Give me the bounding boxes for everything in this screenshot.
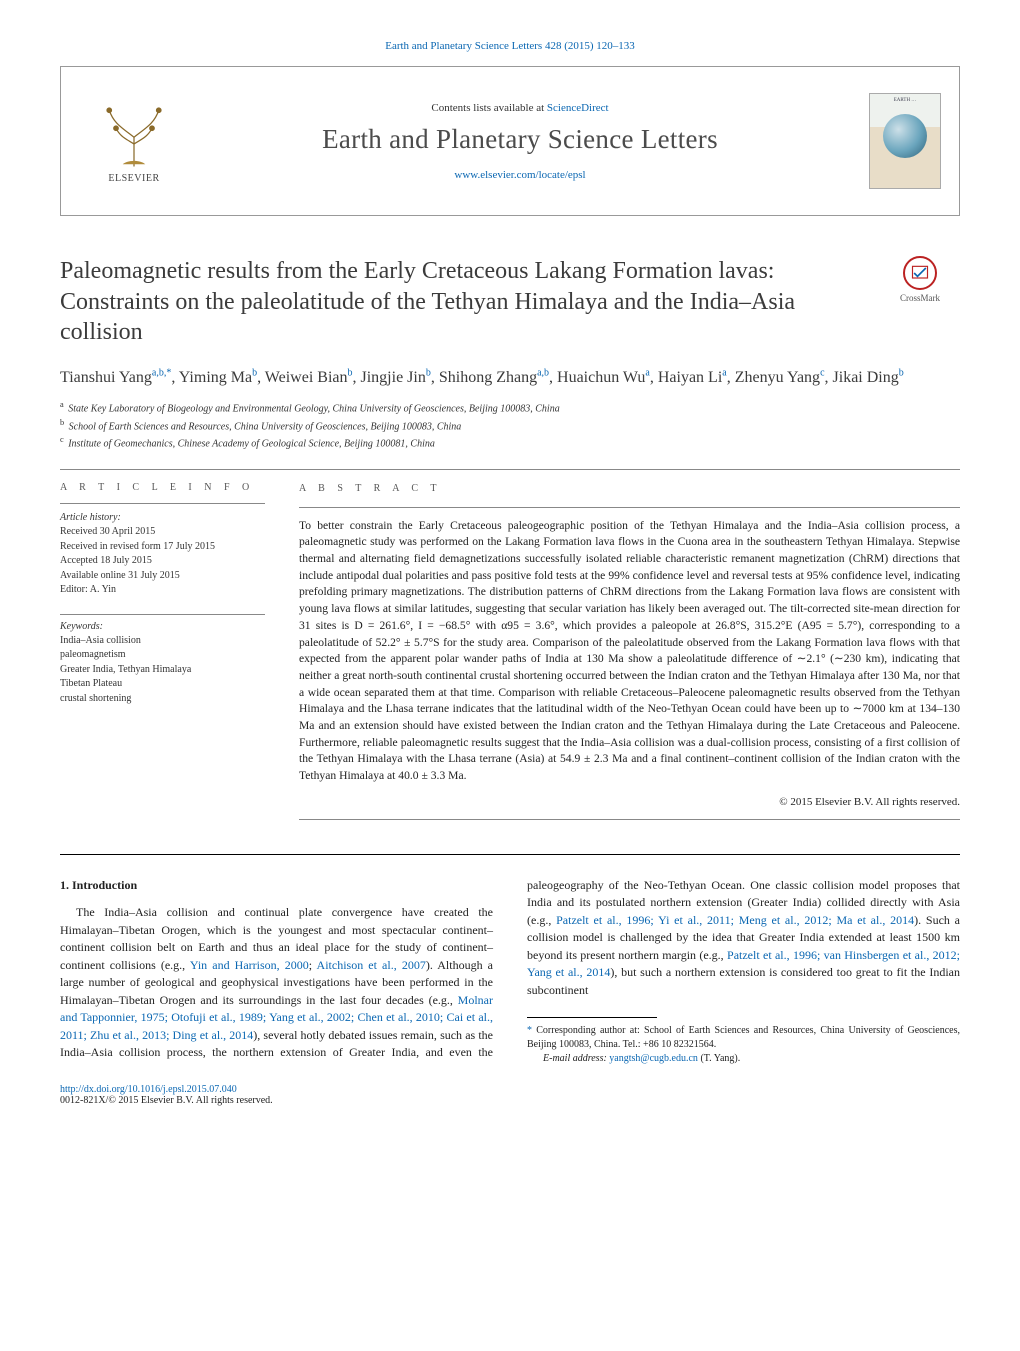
corr-text: Corresponding author at: School of Earth… <box>527 1025 960 1050</box>
info-abstract-row: a r t i c l e i n f o Article history: R… <box>60 482 960 819</box>
intro-p2-pre: roundings in the last four decades (e.g.… <box>253 993 457 1007</box>
abstract-column: a b s t r a c t To better constrain the … <box>299 482 960 819</box>
footnote-rule <box>527 1017 657 1018</box>
keywords-list: India–Asia collisionpaleomagnetismGreate… <box>60 634 265 707</box>
keyword: Greater India, Tethyan Himalaya <box>60 663 265 678</box>
email-line: E-mail address: yangtsh@cugb.edu.cn (T. … <box>527 1052 960 1066</box>
affiliations: a State Key Laboratory of Biogeology and… <box>60 399 960 451</box>
introduction-heading: 1. Introduction <box>60 877 493 895</box>
body-columns: 1. Introduction The India–Asia collision… <box>60 877 960 1067</box>
keyword: India–Asia collision <box>60 634 265 649</box>
article-title: Paleomagnetic results from the Early Cre… <box>60 256 860 348</box>
info-rule <box>60 503 265 504</box>
journal-header: ELSEVIER Contents lists available at Sci… <box>60 66 960 216</box>
ref-link[interactable]: Patzelt et al., 1996; Yi et al., 2011; M… <box>556 913 914 927</box>
issn-line: 0012-821X/© 2015 Elsevier B.V. All right… <box>60 1095 960 1106</box>
journal-cover-thumb: EARTH … <box>869 93 941 189</box>
abs-rule <box>299 507 960 508</box>
bottom-block: http://dx.doi.org/10.1016/j.epsl.2015.07… <box>60 1084 960 1106</box>
abstract-text: To better constrain the Early Cretaceous… <box>299 518 960 785</box>
doi-link[interactable]: http://dx.doi.org/10.1016/j.epsl.2015.07… <box>60 1084 237 1095</box>
history-line: Accepted 18 July 2015 <box>60 554 265 569</box>
cover-mini-title: EARTH … <box>894 98 917 104</box>
abstract-heading: a b s t r a c t <box>299 482 960 496</box>
keywords-label: Keywords: <box>60 621 265 632</box>
history-line: Editor: A. Yin <box>60 583 265 598</box>
section-rule <box>60 469 960 470</box>
journal-name: Earth and Planetary Science Letters <box>189 124 851 155</box>
header-center: Contents lists available at ScienceDirec… <box>189 102 851 181</box>
cover-column: EARTH … <box>851 93 941 189</box>
email-who: (T. Yang). <box>700 1053 740 1064</box>
footnotes: * Corresponding author at: School of Ear… <box>527 1024 960 1066</box>
cover-globe-icon <box>883 114 927 158</box>
kw-rule <box>60 614 265 615</box>
publisher-logo-col: ELSEVIER <box>79 99 189 184</box>
star-icon: * <box>527 1025 532 1036</box>
journal-homepage-link[interactable]: www.elsevier.com/locate/epsl <box>454 169 585 181</box>
affiliation-line: a State Key Laboratory of Biogeology and… <box>60 399 960 416</box>
affiliation-line: c Institute of Geomechanics, Chinese Aca… <box>60 434 960 451</box>
copyright-line: © 2015 Elsevier B.V. All rights reserved… <box>299 795 960 811</box>
elsevier-tree-icon <box>98 99 170 171</box>
publisher-name: ELSEVIER <box>108 173 159 184</box>
article-history-label: Article history: <box>60 512 265 523</box>
sciencedirect-link[interactable]: ScienceDirect <box>547 102 609 114</box>
journal-homepage: www.elsevier.com/locate/epsl <box>189 169 851 181</box>
affiliation-line: b School of Earth Sciences and Resources… <box>60 417 960 434</box>
contents-line: Contents lists available at ScienceDirec… <box>189 102 851 114</box>
history-line: Available online 31 July 2015 <box>60 569 265 584</box>
intro-p1-mid1: ; <box>309 958 317 972</box>
article-info: a r t i c l e i n f o Article history: R… <box>60 482 265 819</box>
crossmark-icon <box>903 256 937 290</box>
keyword: Tibetan Plateau <box>60 677 265 692</box>
history-lines: Received 30 April 2015Received in revise… <box>60 525 265 598</box>
authors-line: Tianshui Yanga,b,*, Yiming Mab, Weiwei B… <box>60 366 960 389</box>
journal-ref-top: Earth and Planetary Science Letters 428 … <box>60 40 960 52</box>
journal-ref-link[interactable]: Earth and Planetary Science Letters 428 … <box>385 40 635 52</box>
keyword: crustal shortening <box>60 692 265 707</box>
crossmark-label: CrossMark <box>900 293 940 303</box>
article-info-heading: a r t i c l e i n f o <box>60 482 265 493</box>
email-label: E-mail address: <box>543 1053 607 1064</box>
abs-bottom-rule <box>299 819 960 820</box>
ref-link[interactable]: Yin and Harrison, 2000 <box>190 958 309 972</box>
corresponding-author: * Corresponding author at: School of Ear… <box>527 1024 960 1052</box>
contents-prefix: Contents lists available at <box>431 102 546 114</box>
ref-link[interactable]: Aitchison et al., 2007 <box>317 958 426 972</box>
title-row: Paleomagnetic results from the Early Cre… <box>60 256 960 366</box>
keyword: paleomagnetism <box>60 648 265 663</box>
keywords-block: Keywords: India–Asia collisionpaleomagne… <box>60 614 265 707</box>
history-line: Received in revised form 17 July 2015 <box>60 540 265 555</box>
full-width-rule <box>60 854 960 855</box>
history-line: Received 30 April 2015 <box>60 525 265 540</box>
email-link[interactable]: yangtsh@cugb.edu.cn <box>609 1053 698 1064</box>
crossmark-badge[interactable]: CrossMark <box>880 256 960 303</box>
